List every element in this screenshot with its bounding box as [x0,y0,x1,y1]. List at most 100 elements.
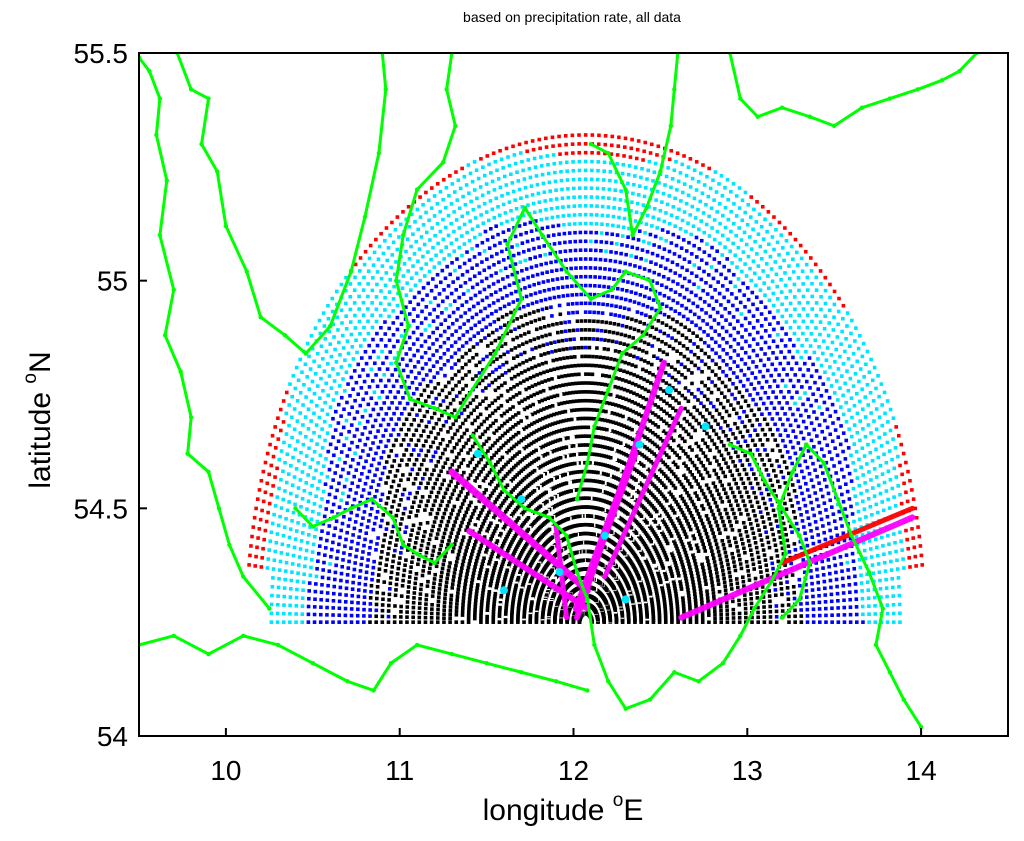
radar-point [650,325,655,330]
radar-point [657,540,662,544]
radar-point [768,604,773,609]
radar-point [830,402,835,407]
radar-point [733,396,737,401]
radar-point [654,308,658,313]
radar-point [771,339,776,343]
radar-point [609,250,613,254]
radar-point [656,603,661,608]
radar-point [561,294,566,298]
radar-point [594,426,599,430]
radar-point [636,402,640,407]
radar-point [697,552,702,557]
radar-point [719,616,723,621]
radar-point [751,314,756,318]
radar-point [855,411,860,416]
radar-point [667,564,672,569]
radar-point [817,600,822,605]
radar-point [728,322,732,326]
radar-point [590,150,594,155]
radar-point [627,361,631,366]
radar-point [643,445,647,449]
radar-point [576,434,580,439]
radar-point [699,391,704,395]
radar-point [798,243,803,248]
radar-point [571,399,576,404]
radar-point [664,174,669,179]
radar-point [617,459,622,463]
radar-point [725,608,729,612]
radar-point [599,435,603,440]
radar-point [705,555,709,560]
radar-point [805,488,810,492]
radar-point [864,362,868,367]
radar-point [627,398,631,403]
radar-point [539,262,544,267]
radar-point [536,236,540,241]
radar-point [626,235,630,239]
radar-point [601,355,606,360]
radar-point [706,559,710,564]
radar-point [696,470,701,474]
radar-point [729,523,733,528]
radar-point [565,160,569,165]
radar-point [718,241,722,246]
radar-point [664,342,668,346]
radar-point [637,366,642,370]
radar-point [659,236,663,241]
radar-point [614,476,618,480]
radar-point [714,472,719,476]
radar-point [568,399,573,404]
radar-point [616,224,621,229]
radar-point [884,460,889,465]
radar-point [548,296,552,301]
radar-point [609,152,614,156]
radar-point [830,457,834,461]
radar-point [746,297,751,302]
radar-point [658,329,663,334]
radar-point [707,214,711,219]
radar-point [686,193,691,198]
radar-point [770,483,775,488]
radar-point [574,399,579,403]
radar-point [699,535,703,540]
radar-point [612,197,617,201]
radar-point [661,274,666,279]
radar-point [603,418,607,423]
radar-point [846,446,851,450]
radar-point [778,449,782,453]
radar-point [853,494,858,499]
radar-point [649,593,653,598]
radar-point [845,369,849,373]
radar-point [606,437,611,441]
radar-point [631,336,635,340]
radar-point [662,595,666,600]
radar-point [855,430,860,435]
radar-point [571,177,576,182]
radar-point [841,499,846,504]
radar-point [722,457,726,461]
radar-point [562,463,566,468]
radar-point [676,617,680,622]
radar-point [711,531,715,536]
radar-point [588,257,593,261]
radar-point [651,530,656,534]
radar-point [801,558,806,562]
radar-point [595,186,600,191]
radar-point [913,506,918,511]
radar-point [700,539,704,543]
radar-point [722,523,727,528]
radar-point [690,460,695,465]
radar-point [599,240,604,244]
radar-point [567,320,572,324]
radar-point [681,449,686,453]
radar-point [781,521,786,526]
radar-point [708,524,713,528]
radar-point [753,571,757,576]
radar-point [711,591,716,595]
radar-point [676,609,680,614]
radar-point [743,550,747,555]
radar-point [663,522,668,527]
radar-point [896,454,900,459]
radar-point [691,533,695,538]
radar-point [650,306,654,311]
